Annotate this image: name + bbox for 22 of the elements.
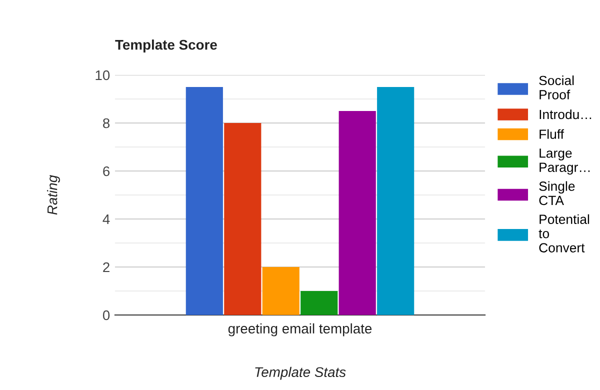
bar xyxy=(224,123,262,315)
bar xyxy=(338,111,376,315)
y-tick-label: 6 xyxy=(103,166,110,176)
legend-label: Large Paragr… xyxy=(540,148,590,175)
bar xyxy=(377,87,414,315)
legend-label: Potential to Convert xyxy=(538,214,590,252)
chart-title: Template Score xyxy=(115,40,217,52)
x-axis-title: Template Stats xyxy=(255,366,346,380)
x-tick-label: greeting email template xyxy=(228,323,372,336)
legend-label: Social Proof xyxy=(539,75,574,100)
legend-label: Introdu… xyxy=(540,109,592,120)
bar xyxy=(186,87,223,315)
y-axis-title: Rating xyxy=(47,175,60,215)
y-tick-label: 4 xyxy=(102,214,110,224)
y-tick-label: 2 xyxy=(103,262,110,272)
y-tick-label: 10 xyxy=(96,70,110,80)
legend-label: Single CTA xyxy=(539,181,575,206)
y-tick-label: 0 xyxy=(102,310,110,320)
bar xyxy=(300,291,338,315)
bar xyxy=(262,267,300,315)
y-tick-label: 8 xyxy=(103,118,110,128)
legend-label: Fluff xyxy=(540,129,564,139)
